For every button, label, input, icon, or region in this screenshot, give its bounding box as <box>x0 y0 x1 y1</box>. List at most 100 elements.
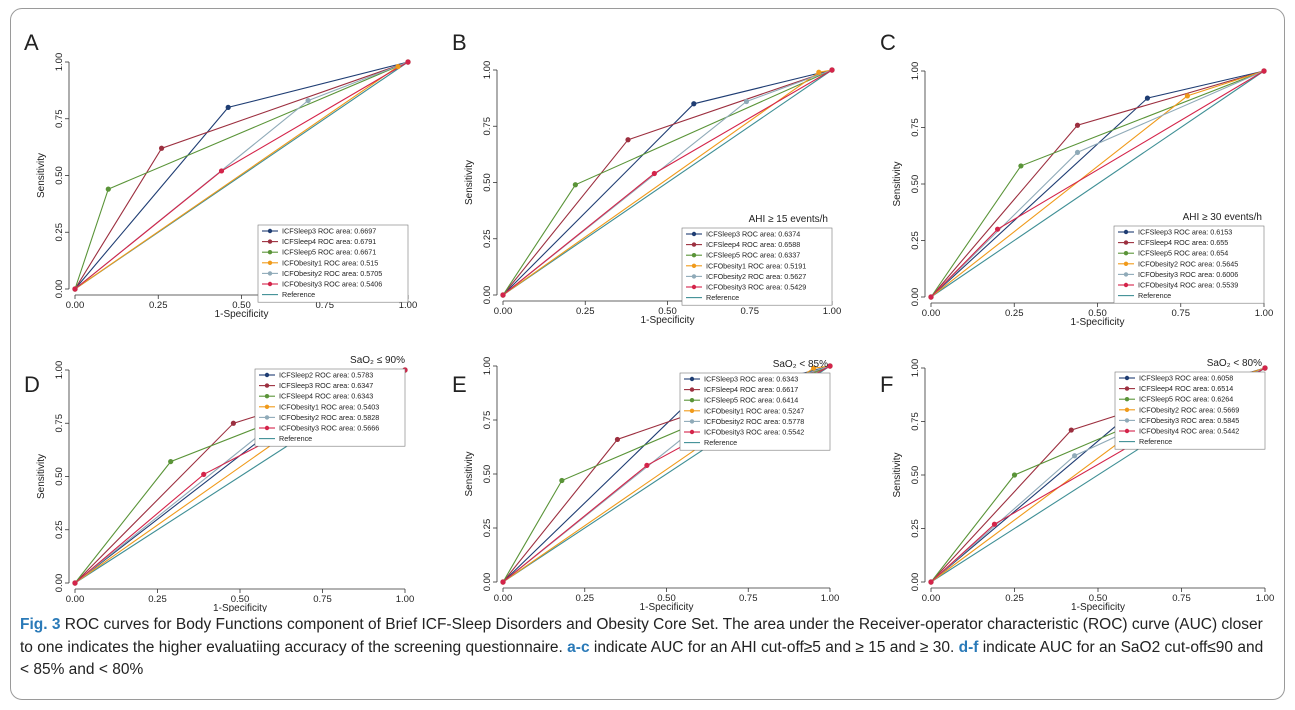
legend-swatch-dot <box>264 415 270 420</box>
condition-label: AHI ≥ 30 events/h <box>1183 212 1262 223</box>
legend-swatch-dot <box>691 284 697 290</box>
legend-entry: Reference <box>279 434 312 443</box>
x-tick-label: 0.75 <box>313 594 332 605</box>
legend-swatch-dot <box>1123 272 1129 277</box>
x-axis-label: 1-Specificity <box>641 315 695 326</box>
legend-swatch-dot <box>691 274 697 279</box>
y-tick-label: 0.50 <box>910 175 921 194</box>
y-tick-label: 1.00 <box>54 361 65 380</box>
roc-panels: A0.000.000.250.250.500.500.750.751.001.0… <box>24 30 1274 612</box>
figure-frame <box>10 8 1285 700</box>
legend-entry: ICFObesity3 ROC area: 0.5429 <box>706 283 806 292</box>
data-point <box>816 69 822 75</box>
legend-swatch-dot <box>1123 282 1129 288</box>
x-tick-label: 0.50 <box>1088 308 1107 319</box>
legend-entry: ICFObesity3 ROC area: 0.5542 <box>704 428 804 437</box>
legend-swatch-dot <box>1124 428 1130 434</box>
y-tick-label: 0.25 <box>910 231 921 250</box>
legend-entry: Reference <box>1139 437 1172 446</box>
legend-swatch-dot <box>267 281 273 287</box>
panel-letter: E <box>452 372 467 397</box>
data-point <box>405 59 411 65</box>
x-tick-label: 0.75 <box>1172 593 1191 604</box>
y-tick-label: 1.00 <box>910 62 921 81</box>
panel-letter: C <box>880 30 896 55</box>
legend-swatch-dot <box>691 253 697 258</box>
x-tick-label: 1.00 <box>821 593 840 604</box>
y-tick-label: 1.00 <box>910 359 921 378</box>
data-point <box>1072 453 1078 459</box>
legend-swatch-dot <box>267 250 273 255</box>
legend-swatch-dot <box>691 231 697 237</box>
panel-letter: D <box>24 372 40 397</box>
data-point <box>691 101 697 107</box>
data-point <box>1011 472 1018 478</box>
panel-c: C 0.000.00 0.25 0.25 0.50 0.50 0.75 0.75 1.00 1.0… <box>880 30 1273 328</box>
legend-entry: ICFSleep2 ROC area: 0.5783 <box>279 371 373 380</box>
legend-swatch-dot <box>1124 407 1130 412</box>
x-axis-label: 1-Specificity <box>215 309 269 320</box>
data-point <box>928 294 934 300</box>
y-axis-label: Sensitivity <box>892 161 903 206</box>
legend-entry: Reference <box>282 290 315 299</box>
legend-entry: ICFObesity2 ROC area: 0.5645 <box>1138 259 1238 268</box>
data-point <box>1261 68 1267 74</box>
data-point <box>168 458 174 465</box>
legend-swatch-dot <box>1124 397 1130 402</box>
y-tick-label: 0.00 <box>54 280 65 299</box>
data-point <box>651 170 657 177</box>
legend-entry: ICFObesity2 ROC area: 0.5669 <box>1139 405 1239 414</box>
legend-entry: Reference <box>1138 291 1171 300</box>
legend-entry: ICFObesity1 ROC area: 0.5403 <box>279 402 379 411</box>
legend-entry: ICFObesity1 ROC area: 0.5247 <box>704 406 804 415</box>
data-point <box>230 420 236 426</box>
legend-swatch-dot <box>689 387 695 392</box>
legend-swatch-dot <box>689 408 695 413</box>
legend-entry: ICFSleep4 ROC area: 0.6343 <box>279 392 373 401</box>
data-point <box>572 182 578 188</box>
x-tick-label: 0.00 <box>66 594 85 605</box>
legend-swatch-dot <box>264 383 270 388</box>
data-point <box>218 168 225 174</box>
x-tick-label: 0.25 <box>148 594 167 605</box>
data-point <box>743 98 750 105</box>
y-tick-label: 1.00 <box>54 53 65 72</box>
x-axis-label: 1-Specificity <box>1071 602 1125 612</box>
data-point <box>500 579 506 585</box>
data-point <box>500 292 506 298</box>
legend-swatch-dot <box>267 260 273 265</box>
data-point <box>305 97 311 104</box>
legend-swatch-dot <box>689 398 695 403</box>
y-tick-label: 0.00 <box>910 573 921 592</box>
legend-entry: ICFObesity2 ROC area: 0.5627 <box>706 272 806 281</box>
legend-box <box>254 368 406 447</box>
legend-entry: ICFObesity3 ROC area: 0.6006 <box>1138 270 1238 279</box>
y-axis-label: Sensitivity <box>464 160 475 205</box>
caption-bold-ac: a-c <box>567 638 590 656</box>
legend-entry: ICFSleep3 ROC area: 0.6347 <box>279 381 373 390</box>
y-tick-label: 0.25 <box>910 519 921 538</box>
x-tick-label: 0.75 <box>1172 308 1191 319</box>
legend-entry: ICFSleep5 ROC area: 0.654 <box>1138 249 1228 258</box>
legend-swatch-dot <box>267 228 273 234</box>
y-tick-label: 0.25 <box>482 519 493 538</box>
legend-box <box>1113 225 1265 304</box>
y-tick-label: 0.25 <box>54 223 65 242</box>
legend-swatch-dot <box>1123 251 1129 256</box>
panel-letter: B <box>452 30 467 55</box>
data-point <box>105 186 111 192</box>
legend-entry: ICFObesity3 ROC area: 0.5845 <box>1139 416 1239 425</box>
data-point <box>829 67 835 73</box>
x-tick-label: 0.75 <box>316 300 335 311</box>
x-tick-label: 0.50 <box>1089 593 1108 604</box>
condition-label: SaO₂ < 85% <box>773 359 828 370</box>
legend-entry: ICFSleep5 ROC area: 0.6671 <box>282 248 376 257</box>
data-point <box>559 477 565 484</box>
legend-swatch-dot <box>1124 386 1130 391</box>
x-tick-label: 0.00 <box>922 308 941 319</box>
data-point <box>614 436 621 443</box>
figure-caption: Fig. 3 ROC curves for Body Functions com… <box>20 614 1275 682</box>
legend-box <box>257 224 409 303</box>
legend-entry: Reference <box>704 438 737 447</box>
y-tick-label: 0.50 <box>54 467 65 486</box>
